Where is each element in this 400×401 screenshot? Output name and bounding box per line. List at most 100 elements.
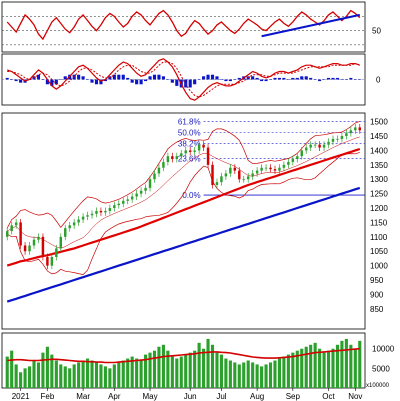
macd-histogram-bar <box>340 79 344 80</box>
macd-histogram-bar <box>50 79 54 86</box>
volume-bar <box>161 344 165 388</box>
candle-body <box>77 219 80 223</box>
volume-bar <box>63 366 67 388</box>
candle-body <box>255 170 259 174</box>
volume-bar <box>233 362 237 388</box>
ma200-line <box>6 186 361 303</box>
candle-body <box>23 245 27 252</box>
volume-bar <box>335 344 340 388</box>
price-tick-label: 1150 <box>370 218 388 227</box>
volume-bar <box>54 360 58 388</box>
candle-body <box>260 167 263 171</box>
macd-histogram-bar <box>112 74 116 80</box>
macd-histogram-bar <box>219 79 223 80</box>
macd-histogram-bar <box>59 79 63 80</box>
x-tick-label: Aug <box>250 392 264 401</box>
macd-histogram-bar <box>144 79 148 82</box>
volume-bar <box>206 338 210 388</box>
macd-panel: 0 <box>1 53 381 106</box>
candle-body <box>215 182 219 185</box>
candle-body <box>251 173 254 177</box>
volume-bar <box>219 354 223 388</box>
volume-bar <box>94 362 99 388</box>
macd-histogram-bar <box>117 74 121 80</box>
candle-body <box>135 193 138 197</box>
candle-body <box>72 222 76 226</box>
volume-bar <box>242 362 246 388</box>
volume-bar <box>353 348 357 388</box>
candle-body <box>162 161 165 168</box>
volume-bar <box>144 354 148 388</box>
candle-body <box>336 138 339 140</box>
x-tick-label: Oct <box>322 392 335 401</box>
x-tick-label: Mar <box>76 392 90 401</box>
candle-body <box>246 176 250 180</box>
macd-histogram-bar <box>126 77 130 80</box>
volume-bar <box>237 364 241 388</box>
candle-body <box>322 144 326 148</box>
candle-body <box>278 167 281 171</box>
candle-body <box>32 239 36 246</box>
volume-bar <box>81 360 85 388</box>
candle-body <box>282 164 286 168</box>
volume-bar <box>344 338 348 388</box>
volume-bar <box>10 350 14 388</box>
volume-ma-line <box>7 347 360 364</box>
macd-histogram-bar <box>152 74 157 80</box>
volume-bar <box>331 348 335 388</box>
macd-histogram-bar <box>260 79 264 82</box>
macd-histogram-bar <box>19 79 23 83</box>
macd-histogram-bar <box>148 76 152 80</box>
candle-body <box>224 173 228 177</box>
volume-bar <box>179 356 183 388</box>
volume-bar <box>148 352 152 388</box>
macd-histogram-bar <box>273 77 277 80</box>
candle-body <box>287 161 290 165</box>
price-tick-label: 1100 <box>370 233 388 242</box>
candle-body <box>211 164 214 185</box>
volume-bar <box>152 350 157 388</box>
candle-body <box>331 138 335 142</box>
candle-body <box>14 222 18 226</box>
price-tick-label: 1000 <box>370 262 388 271</box>
x-tick-label: Jun <box>184 392 197 401</box>
volume-bar <box>103 366 107 388</box>
volume-bar <box>313 342 317 388</box>
macd-histogram-bar <box>14 79 18 82</box>
macd-histogram-bar <box>94 79 99 85</box>
candle-body <box>309 144 312 148</box>
macd-histogram-bar <box>90 79 94 83</box>
x-tick-label: May <box>142 392 157 401</box>
volume-bar <box>41 352 45 388</box>
candle-body <box>108 208 112 211</box>
candle-body <box>233 167 237 171</box>
price-tick-label: 1250 <box>370 190 388 199</box>
macd-histogram-bar <box>268 79 273 80</box>
candle-body <box>349 130 353 134</box>
macd-histogram-bar <box>188 79 192 88</box>
macd-histogram-bar <box>318 79 322 82</box>
volume-bar <box>228 360 232 388</box>
candle-body <box>166 156 170 162</box>
macd-histogram-bar <box>10 79 14 80</box>
macd-histogram-bar <box>41 79 45 80</box>
candle-body <box>10 225 13 232</box>
volume-bar <box>215 352 219 388</box>
candle-body <box>86 215 89 217</box>
macd-histogram-bar <box>331 77 335 80</box>
volume-bar <box>121 360 125 388</box>
candle-body <box>238 170 241 180</box>
macd-histogram-bar <box>130 79 134 83</box>
volume-bar <box>273 360 277 388</box>
price-tick-label: 950 <box>370 276 384 285</box>
macd-histogram-bar <box>304 76 308 80</box>
candle-body <box>229 167 232 174</box>
macd-histogram-bar <box>353 79 357 80</box>
price-tick-label: 900 <box>370 290 384 299</box>
volume-bar <box>99 364 103 388</box>
macd-histogram-bar <box>63 76 67 80</box>
candle-body <box>358 127 361 131</box>
volume-bar <box>286 354 290 388</box>
candle-body <box>46 257 49 266</box>
